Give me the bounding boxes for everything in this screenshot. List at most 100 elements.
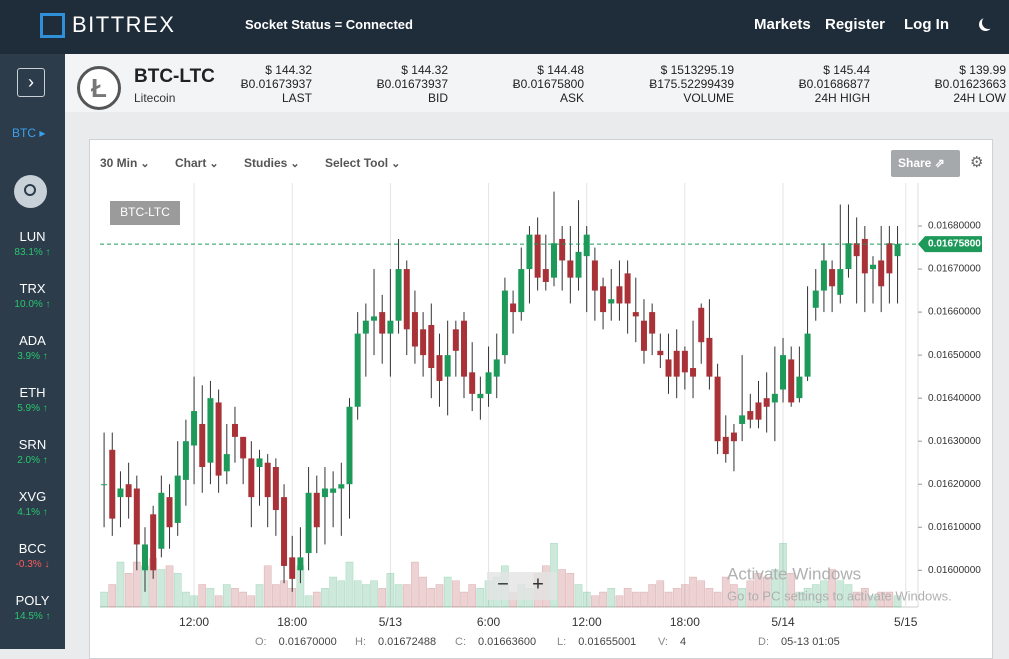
candle-body: [796, 376, 803, 399]
candle-body: [894, 244, 901, 257]
coin-logo: Ł: [77, 66, 121, 110]
candle-body: [518, 269, 525, 313]
share-button[interactable]: Share ⇗: [891, 150, 960, 177]
chart-menu[interactable]: Chart: [175, 156, 219, 170]
status-value: 0.01672488: [378, 636, 437, 648]
coin-name: Litecoin: [134, 91, 176, 105]
candle-body: [608, 299, 615, 304]
candle-body: [747, 411, 754, 420]
candle-body: [141, 544, 148, 571]
candle-body: [845, 243, 852, 270]
volume-bar: [190, 595, 198, 608]
candle-body: [542, 269, 549, 282]
volume-bar: [370, 580, 378, 608]
volume-bar: [860, 588, 869, 608]
candle-body: [125, 484, 132, 498]
volume-bar: [877, 591, 886, 608]
volume-bar: [222, 584, 231, 608]
y-tick-label: 0.01660000: [928, 307, 981, 318]
candle-body: [559, 238, 566, 261]
candle-body: [861, 238, 868, 274]
volume-bar: [386, 573, 395, 608]
candle-body: [665, 359, 672, 377]
coin-name[interactable]: BCC: [18, 541, 47, 556]
volume-bar: [501, 565, 509, 608]
candle-body: [649, 312, 656, 334]
candle-body: [313, 492, 320, 528]
volume-bar: [517, 584, 526, 608]
market-label: BTC: [12, 126, 36, 140]
status-value: 0.01655001: [578, 636, 637, 648]
candle-body: [174, 475, 181, 523]
volume-bar: [623, 588, 632, 608]
volume-bar: [402, 584, 411, 608]
y-tick-label: 0.01610000: [928, 522, 981, 533]
candle-body: [379, 312, 386, 334]
coin-name[interactable]: POLY: [15, 593, 50, 608]
coin-name[interactable]: ETH: [19, 385, 46, 400]
stat-usd: $ 1513295.19: [660, 63, 734, 77]
coin-change: 3.9%: [0, 351, 65, 362]
coin-change: 14.5%: [0, 611, 65, 622]
stat-label: 24H HIGH: [814, 91, 870, 105]
status-item: D: 05-13 01:05: [758, 636, 840, 648]
candle-body: [297, 557, 304, 571]
x-tick-label: 5/14: [771, 615, 795, 629]
candle-body: [371, 316, 378, 321]
volume-bar: [721, 576, 730, 608]
coin-name[interactable]: ADA: [19, 333, 46, 348]
x-tick-label: 18:00: [277, 615, 307, 629]
candle-body: [387, 320, 394, 334]
interval-menu[interactable]: 30 Min: [100, 156, 150, 170]
candle-body: [109, 449, 116, 519]
tool-menu[interactable]: Select Tool: [325, 156, 400, 170]
volume-bar: [779, 543, 787, 608]
candle-body: [289, 557, 296, 579]
stat-label: BID: [427, 91, 448, 105]
status-item: V: 4: [658, 636, 686, 648]
candle-body: [182, 441, 189, 480]
volume-bar: [550, 543, 558, 608]
volume-bar: [492, 576, 501, 608]
volume-bar: [648, 584, 656, 608]
coin-name[interactable]: XVG: [18, 489, 47, 504]
status-value: 0.01670000: [278, 636, 337, 648]
stat-usd: $ 145.44: [823, 63, 870, 77]
candle-body: [215, 402, 222, 476]
y-tick-label: 0.01620000: [928, 479, 981, 490]
volume-bar: [198, 584, 207, 608]
candle-body: [493, 359, 500, 377]
expand-button[interactable]: ›: [17, 68, 45, 97]
candle-body: [812, 290, 819, 308]
logo[interactable]: BITTREX: [72, 12, 176, 37]
studies-menu[interactable]: Studies: [244, 156, 300, 170]
volume-bar: [476, 588, 485, 608]
nav-link[interactable]: Log In: [904, 16, 949, 33]
candle-body: [411, 312, 418, 347]
volume-bar: [435, 584, 444, 608]
volume-bar: [182, 591, 190, 608]
coin-name[interactable]: SRN: [18, 437, 47, 452]
volume-bar: [705, 588, 714, 608]
volume-bar: [893, 595, 902, 608]
logo-icon: [40, 13, 65, 38]
symbol-badge: [110, 201, 180, 225]
volume-bar: [337, 580, 346, 608]
volume-bar: [460, 591, 468, 608]
candle-body: [853, 243, 860, 257]
y-tick-label: 0.01640000: [928, 393, 981, 404]
nav-link[interactable]: Register: [825, 16, 886, 33]
volume-bar: [631, 591, 640, 608]
nav-link[interactable]: Markets: [754, 16, 811, 33]
volume-bar: [713, 591, 722, 608]
coin-name[interactable]: TRX: [19, 281, 46, 296]
y-tick-label: 0.01650000: [928, 350, 981, 361]
settings-icon[interactable]: ⚙: [970, 154, 984, 171]
candle-body: [231, 423, 238, 437]
market-select[interactable]: BTC ▸: [12, 126, 46, 140]
candle-body: [330, 488, 337, 493]
coin-name[interactable]: LUN: [19, 229, 46, 244]
volume-bar: [852, 591, 861, 608]
volume-bar: [730, 584, 738, 608]
